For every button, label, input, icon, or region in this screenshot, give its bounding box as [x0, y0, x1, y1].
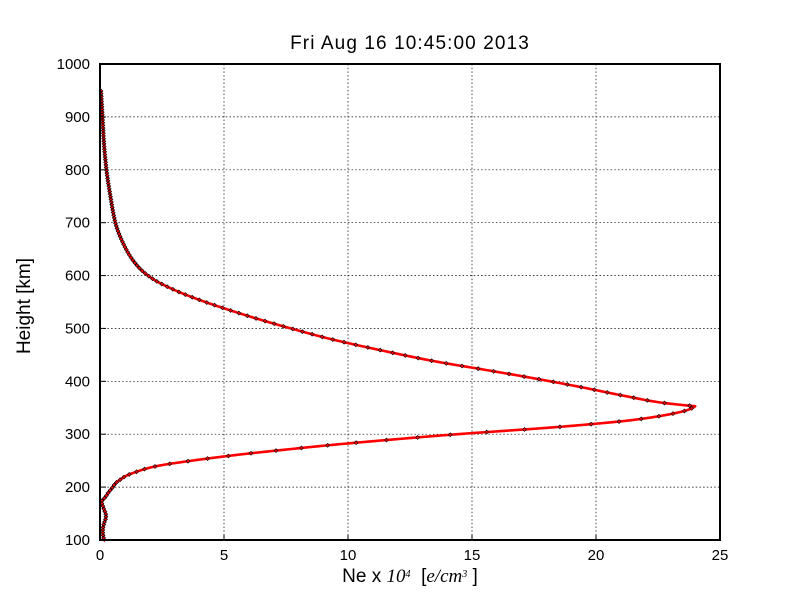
svg-text:Ne x 104 [e/cm3 ]: Ne x 104 [e/cm3 ]: [342, 566, 478, 587]
svg-text:900: 900: [65, 109, 90, 126]
svg-text:5: 5: [220, 547, 228, 564]
svg-text:300: 300: [65, 426, 90, 443]
svg-text:500: 500: [65, 320, 90, 337]
svg-text:800: 800: [65, 162, 90, 179]
svg-text:25: 25: [712, 547, 729, 564]
svg-text:15: 15: [464, 547, 481, 564]
svg-text:600: 600: [65, 268, 90, 285]
svg-text:20: 20: [588, 547, 605, 564]
svg-text:Height [km]: Height [km]: [14, 258, 35, 354]
svg-text:400: 400: [65, 373, 90, 390]
svg-text:Fri Aug 16 10:45:00 2013: Fri Aug 16 10:45:00 2013: [290, 33, 530, 54]
svg-text:0: 0: [96, 547, 104, 564]
svg-text:1000: 1000: [57, 56, 90, 73]
svg-text:100: 100: [65, 532, 90, 549]
svg-text:700: 700: [65, 215, 90, 232]
svg-text:200: 200: [65, 479, 90, 496]
svg-text:10: 10: [340, 547, 357, 564]
